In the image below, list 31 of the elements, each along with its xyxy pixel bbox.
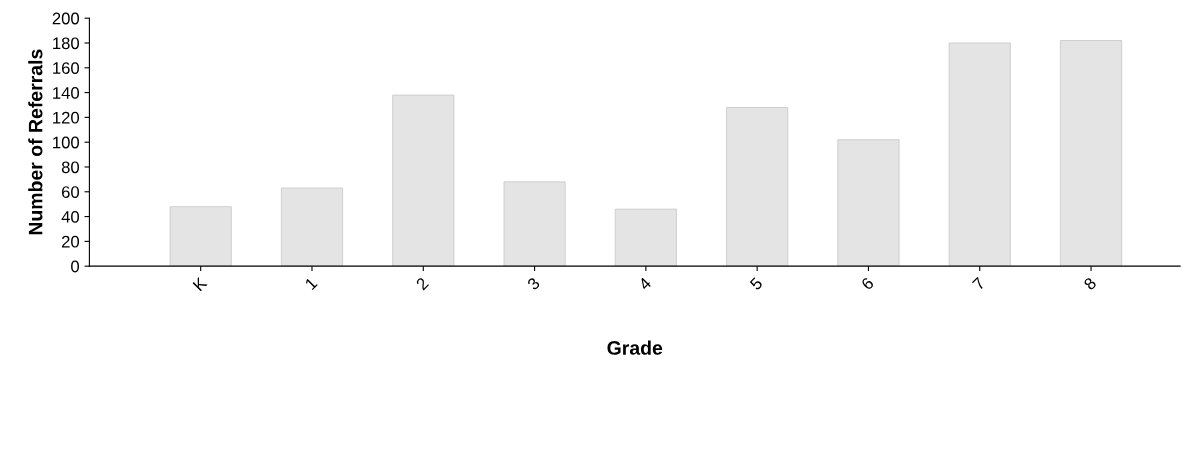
y-tick-label: 40: [61, 210, 80, 223]
x-tick-label: 8: [1083, 276, 1097, 291]
y-tick-label: 180: [53, 37, 80, 50]
bar: [948, 42, 1011, 267]
y-tick-label: 80: [61, 161, 80, 174]
y-tick-label: 100: [53, 136, 80, 149]
x-tick-label: 3: [526, 276, 541, 291]
y-tick-label: 160: [53, 62, 80, 74]
bar: [392, 94, 455, 267]
x-tick-label: 1: [304, 276, 318, 291]
y-tick-label: 0: [71, 260, 80, 273]
y-tick-label: 140: [53, 86, 80, 99]
y-axis-title: Number of Referrals: [28, 49, 43, 235]
x-tick-label: 4: [637, 276, 652, 291]
y-tick-label: 60: [61, 186, 80, 198]
bar: [1060, 40, 1123, 267]
bar: [837, 139, 900, 267]
x-tick-label: 2: [415, 276, 430, 291]
bar: [280, 187, 344, 267]
x-tick-label: K: [192, 276, 208, 292]
bar: [614, 208, 677, 267]
x-tick-label: 7: [972, 276, 986, 291]
y-tick-label: 120: [53, 111, 80, 124]
x-axis-title: Grade: [607, 340, 663, 355]
bar: [503, 181, 566, 267]
bar: [726, 107, 789, 267]
x-tick-label: 6: [860, 276, 875, 291]
y-tick-label: 20: [61, 235, 80, 248]
bar: [169, 206, 232, 267]
x-tick-label: 5: [749, 276, 764, 291]
y-tick-label: 200: [52, 12, 80, 25]
